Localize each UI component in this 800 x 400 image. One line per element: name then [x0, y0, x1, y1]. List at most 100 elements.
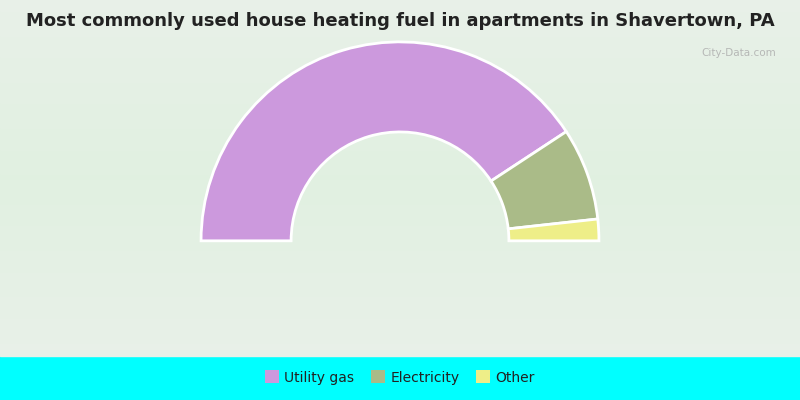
Bar [0, 249, 800, 253]
Bar [0, 228, 800, 231]
Bar [0, 10, 800, 14]
Bar [0, 106, 800, 110]
Bar [0, 302, 800, 306]
Bar [0, 327, 800, 331]
Bar [0, 170, 800, 174]
Bar [0, 238, 800, 242]
Bar [0, 60, 800, 64]
Bar [0, 245, 800, 249]
Bar [0, 163, 800, 167]
Bar [0, 324, 800, 328]
Bar [0, 309, 800, 313]
Bar [0, 138, 800, 142]
Bar [0, 199, 800, 203]
Bar [0, 299, 800, 302]
Bar [0, 263, 800, 267]
Bar [0, 39, 800, 43]
Bar [0, 56, 800, 60]
Bar [0, 224, 800, 228]
Wedge shape [508, 219, 599, 241]
Bar [0, 142, 800, 146]
Legend: Utility gas, Electricity, Other: Utility gas, Electricity, Other [265, 371, 535, 385]
Bar [0, 348, 800, 352]
Bar [0, 167, 800, 171]
Bar [0, 210, 800, 214]
Bar [0, 28, 800, 32]
Bar [0, 24, 800, 28]
Bar [0, 174, 800, 178]
Bar [0, 195, 800, 199]
Bar [0, 135, 800, 139]
Bar [0, 185, 800, 189]
Bar [0, 292, 800, 296]
Bar [0, 266, 800, 270]
Bar [0, 284, 800, 288]
Bar [0, 274, 800, 278]
Bar [0, 334, 800, 338]
Bar [0, 320, 800, 324]
Bar [0, 71, 800, 75]
Bar [0, 50, 800, 54]
Bar [0, 146, 800, 150]
Bar [0, 89, 800, 92]
Bar [0, 99, 800, 103]
Bar [0, 156, 800, 160]
Bar [0, 270, 800, 274]
Bar [0, 178, 800, 182]
Bar [0, 46, 800, 50]
Bar [0, 341, 800, 345]
Bar [0, 220, 800, 224]
Bar [0, 313, 800, 317]
Bar [0, 331, 800, 335]
Bar [0, 234, 800, 238]
Bar [0, 338, 800, 342]
Bar [0, 74, 800, 78]
Bar [0, 7, 800, 11]
Text: Most commonly used house heating fuel in apartments in Shavertown, PA: Most commonly used house heating fuel in… [26, 12, 774, 30]
Bar [0, 181, 800, 185]
Bar [0, 242, 800, 246]
Bar [0, 252, 800, 256]
Bar [0, 281, 800, 285]
Bar [0, 260, 800, 264]
Bar [0, 85, 800, 89]
Bar [0, 110, 800, 114]
Bar [0, 92, 800, 96]
Bar [0, 82, 800, 86]
Bar [0, 306, 800, 310]
Bar [0, 231, 800, 235]
Bar [0, 67, 800, 71]
Bar [0, 117, 800, 121]
Bar [0, 188, 800, 192]
Bar [0, 202, 800, 206]
Bar [0, 42, 800, 46]
Bar [0, 131, 800, 135]
Bar [0, 78, 800, 82]
Bar [0, 103, 800, 107]
Bar [0, 3, 800, 7]
Bar [0, 121, 800, 125]
Wedge shape [491, 132, 598, 229]
Bar [0, 356, 800, 400]
Bar [0, 316, 800, 320]
Bar [0, 256, 800, 260]
Bar [0, 160, 800, 164]
Bar [0, 17, 800, 21]
Bar [0, 14, 800, 18]
Bar [0, 352, 800, 356]
Bar [0, 128, 800, 132]
Bar [0, 53, 800, 57]
Bar [0, 213, 800, 217]
Bar [0, 345, 800, 349]
Bar [0, 64, 800, 68]
Bar [0, 153, 800, 157]
Bar [0, 295, 800, 299]
Bar [0, 96, 800, 100]
Bar [0, 124, 800, 128]
Bar [0, 35, 800, 39]
Wedge shape [201, 42, 566, 241]
Bar [0, 114, 800, 118]
Bar [0, 277, 800, 281]
Bar [0, 217, 800, 221]
Bar [0, 149, 800, 153]
